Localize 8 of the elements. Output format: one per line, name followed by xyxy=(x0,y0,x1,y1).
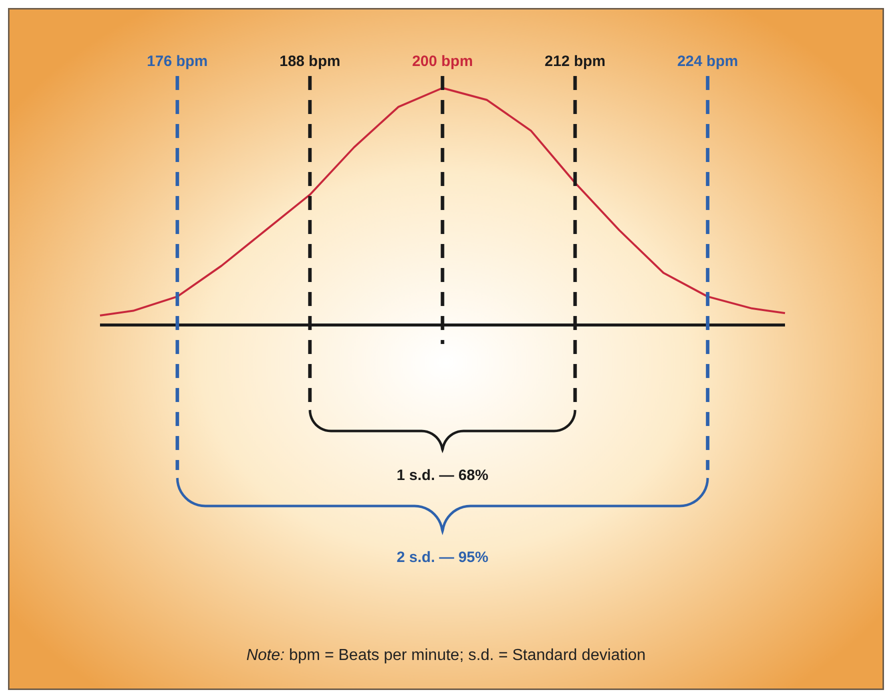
x-tick-label: 200 bpm xyxy=(412,53,473,70)
text: Note: bpm = Beats per minute; s.d. = Standard deviation xyxy=(246,647,646,664)
text: 2 s.d. — 95% xyxy=(396,549,488,566)
x-tick-label: 224 bpm xyxy=(677,53,738,70)
text: 1 s.d. — 68% xyxy=(396,467,488,484)
x-tick-label: 176 bpm xyxy=(146,53,208,70)
x-tick-label: 212 bpm xyxy=(544,53,606,70)
x-tick-label: 188 bpm xyxy=(279,53,340,70)
